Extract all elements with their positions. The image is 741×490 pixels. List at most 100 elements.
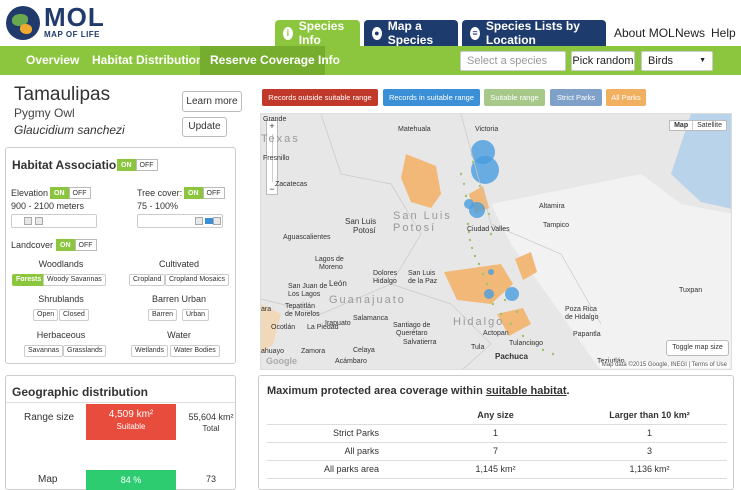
- chip-savannas[interactable]: Savannas: [24, 345, 64, 357]
- news-link[interactable]: News: [675, 26, 706, 40]
- tab-species-info[interactable]: i Species Info: [275, 19, 360, 47]
- nav-reserve[interactable]: Reserve Coverage: [200, 46, 325, 75]
- chip-grasslands[interactable]: Grasslands: [63, 345, 107, 357]
- slider-handle[interactable]: [35, 217, 43, 225]
- map-label: Salvatierra: [403, 339, 437, 346]
- herbaceous-heading: Herbaceous: [36, 330, 86, 340]
- toggle-off[interactable]: OFF: [74, 239, 97, 251]
- toggle-on[interactable]: ON: [56, 239, 75, 251]
- chip-urban[interactable]: Urban: [182, 309, 210, 321]
- tab-label: Map a Species: [387, 19, 434, 47]
- suitable-value: 4,509 km²: [108, 409, 154, 420]
- record-marker: [505, 287, 519, 301]
- map-label: Ocotlán: [271, 324, 296, 331]
- tree-cover-toggle[interactable]: ON OFF: [184, 187, 225, 199]
- map-label: Acámbaro: [335, 358, 367, 365]
- species-title: Tamaulipas: [14, 84, 111, 105]
- woodlands-heading: Woodlands: [38, 259, 84, 269]
- tree-cover-slider[interactable]: [137, 214, 223, 228]
- pick-random-button[interactable]: Pick random: [571, 51, 635, 71]
- species-header: Tamaulipas Pygmy Owl Glaucidium sanchezi: [14, 84, 125, 137]
- table-row: All parks area 1,145 km² 1,136 km²: [267, 460, 727, 479]
- update-button[interactable]: Update: [182, 117, 227, 137]
- map-label: Papantla: [573, 331, 601, 338]
- toggle-map-size-button[interactable]: Toggle map size: [666, 340, 729, 356]
- tab-map-species[interactable]: ● Map a Species: [364, 19, 458, 47]
- elevation-slider[interactable]: [11, 214, 97, 228]
- legend-label: Records in suitable range: [388, 93, 475, 102]
- chip-barren[interactable]: Barren: [148, 309, 178, 321]
- chip-woody-savannas[interactable]: Woody Savannas: [43, 274, 106, 286]
- map-type-map[interactable]: Map: [674, 122, 689, 129]
- map-label: Guanajuato: [329, 294, 406, 306]
- map-label: San Juan de: [288, 283, 328, 290]
- toggle-on[interactable]: ON: [50, 187, 69, 199]
- chip-water-bodies[interactable]: Water Bodies: [170, 345, 220, 357]
- zoom-in-button[interactable]: +: [269, 121, 275, 131]
- zoom-track[interactable]: [272, 134, 273, 182]
- select-value: Birds: [648, 55, 674, 67]
- park-region: [444, 264, 513, 304]
- chip-wetlands[interactable]: Wetlands: [131, 345, 169, 357]
- about-link[interactable]: About MOL: [614, 26, 675, 40]
- table-header: Any size Larger than 10 km²: [267, 406, 727, 425]
- range-map[interactable]: + − Map Satellite Grande Victoria Matehu…: [260, 113, 732, 370]
- chip-cropland-mosaics[interactable]: Cropland Mosaics: [165, 274, 230, 286]
- species-search-input[interactable]: Select a species: [460, 51, 566, 71]
- chip-forests[interactable]: Forests: [12, 274, 46, 286]
- chip-closed[interactable]: Closed: [59, 309, 89, 321]
- toggle-off[interactable]: OFF: [202, 187, 225, 199]
- record-marker: [488, 269, 494, 275]
- map-type-satellite[interactable]: Satellite: [692, 121, 726, 130]
- slider-handle[interactable]: [24, 217, 32, 225]
- toggle-off[interactable]: OFF: [68, 187, 91, 199]
- map-label: Salamanca: [353, 315, 389, 322]
- slider-handle[interactable]: [195, 217, 203, 225]
- record-marker: [484, 289, 494, 299]
- park-region: [515, 252, 537, 280]
- chip-open[interactable]: Open: [33, 309, 59, 321]
- species-common: Pygmy Owl: [14, 106, 75, 120]
- logo-subtitle: MAP OF LIFE: [44, 30, 101, 39]
- map-label: Los Lagos: [288, 291, 321, 298]
- state-borders: [261, 114, 602, 369]
- tab-species-lists[interactable]: ≡ Species Lists by Location: [462, 19, 606, 47]
- map-label: Teziutlán: [597, 358, 625, 365]
- row-label: Strict Parks: [267, 424, 419, 443]
- landcover-toggle[interactable]: ON OFF: [56, 239, 97, 251]
- zoom-out-button[interactable]: −: [269, 184, 275, 194]
- mol-logo[interactable]: MOL MAP OF LIFE: [6, 2, 104, 41]
- nav-info[interactable]: Info: [318, 53, 340, 67]
- toggle-on[interactable]: ON: [184, 187, 203, 199]
- map-label: San Luis Potosí: [393, 210, 452, 234]
- map-label: Irapuato: [325, 320, 351, 327]
- landcover-label: Landcover: [11, 240, 54, 250]
- row-value: 1: [572, 424, 727, 443]
- toggle-on[interactable]: ON: [117, 159, 136, 171]
- chip-cropland[interactable]: Cropland: [129, 274, 166, 286]
- map-label: Celaya: [353, 347, 375, 354]
- nav-habitat[interactable]: Habitat Distribution: [92, 53, 204, 67]
- map-attribution[interactable]: Map data ©2015 Google, INEGI | Terms of …: [599, 362, 729, 368]
- map-label: Dolores: [373, 270, 398, 277]
- suitable-range-box: 4,509 km² Suitable: [86, 404, 176, 440]
- taxon-group-select[interactable]: Birds ▼: [641, 51, 713, 71]
- map-label: Hidalgo: [373, 278, 397, 285]
- habitat-toggle[interactable]: ON OFF: [117, 159, 158, 171]
- learn-more-button[interactable]: Learn more: [182, 91, 242, 112]
- elevation-toggle[interactable]: ON OFF: [50, 187, 91, 199]
- map-percent-box: 84 %: [86, 470, 176, 490]
- header-empty: [267, 406, 419, 425]
- map-label: Map: [38, 474, 58, 485]
- suitable-habitat-link[interactable]: suitable habitat: [485, 385, 567, 397]
- column-header: Larger than 10 km²: [572, 406, 727, 425]
- help-link[interactable]: Help: [711, 26, 736, 40]
- toggle-off[interactable]: OFF: [135, 159, 158, 171]
- slider-handle[interactable]: [213, 217, 221, 225]
- map-label: Tula: [471, 344, 485, 351]
- column-header: Any size: [419, 406, 572, 425]
- map-label: Tulancingo: [509, 340, 543, 347]
- nav-overview[interactable]: Overview: [26, 53, 80, 67]
- map-label: Moreno: [319, 264, 343, 271]
- record-marker: [471, 156, 499, 184]
